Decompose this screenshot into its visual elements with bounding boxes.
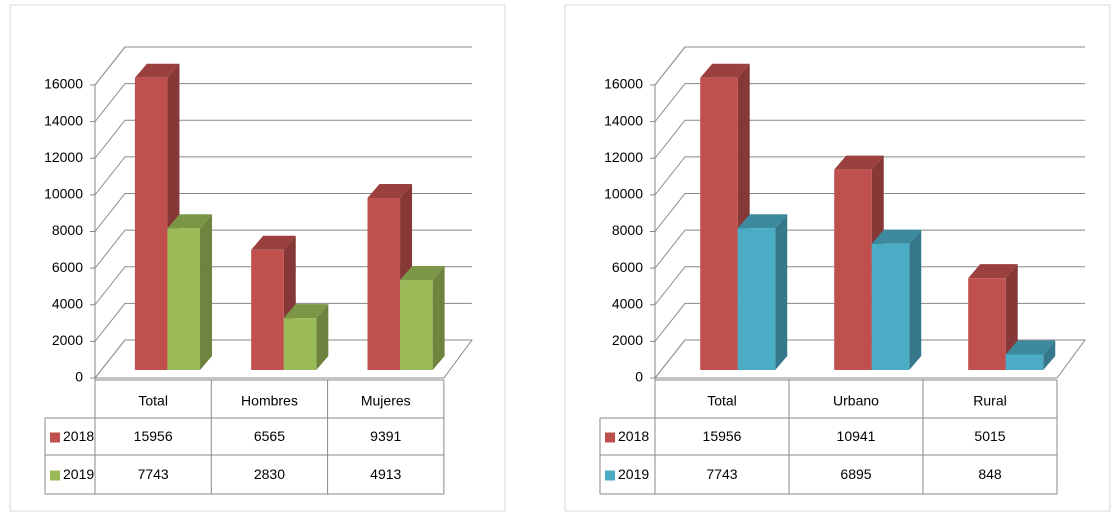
bar-top <box>283 304 329 319</box>
legend-label: 2018 <box>63 428 94 444</box>
table-value: 15956 <box>134 428 173 444</box>
table-value: 9391 <box>370 428 401 444</box>
grid-line <box>94 339 472 379</box>
bar-top <box>167 214 213 229</box>
y-tick-label: 14000 <box>44 112 83 128</box>
grid-line <box>654 83 1085 122</box>
bar <box>1005 354 1044 370</box>
grid-line <box>94 83 472 122</box>
table-value: 5015 <box>974 428 1005 444</box>
chart-frame <box>9 4 506 512</box>
bar <box>400 280 433 370</box>
legend-label: 2019 <box>63 466 94 482</box>
bar-top <box>251 235 296 250</box>
bar-top <box>737 214 788 229</box>
table-value: 848 <box>978 466 1002 482</box>
y-tick-label: 0 <box>75 369 83 385</box>
table-value: 6565 <box>254 428 285 444</box>
grid-line <box>94 229 472 269</box>
x-tick-label: Urbano <box>833 393 879 409</box>
y-tick-label: 10000 <box>44 186 83 202</box>
table-value: 15956 <box>703 428 742 444</box>
bar <box>367 198 401 370</box>
bar <box>737 228 776 370</box>
y-tick-label: 2000 <box>52 332 83 348</box>
bar-side <box>1043 340 1056 370</box>
legend-label: 2019 <box>618 466 649 482</box>
x-tick-label: Mujeres <box>361 393 411 409</box>
x-tick-label: Rural <box>973 393 1006 409</box>
y-tick-label: 10000 <box>604 186 643 202</box>
y-tick-label: 12000 <box>604 149 643 165</box>
table-value: 7743 <box>138 466 169 482</box>
grid-line <box>654 156 1085 196</box>
bar <box>834 169 872 370</box>
table-value: 6895 <box>840 466 871 482</box>
grid-line <box>654 302 1085 342</box>
bar-side <box>909 229 922 370</box>
x-tick-label: Total <box>707 393 737 409</box>
legend-swatch <box>605 470 615 481</box>
bar-side <box>1005 264 1018 370</box>
bar-side <box>432 266 445 370</box>
bar-top <box>871 229 922 244</box>
legend-swatch <box>605 432 615 443</box>
bar <box>251 249 284 370</box>
y-tick-label: 8000 <box>612 222 643 238</box>
grid-line <box>654 266 1085 306</box>
bar-side <box>775 214 788 370</box>
bar-side <box>200 214 213 370</box>
bar <box>968 278 1006 370</box>
grid-line <box>94 156 472 196</box>
bar <box>167 228 201 370</box>
bar-top <box>1005 340 1056 355</box>
y-tick-label: 16000 <box>44 76 83 92</box>
grid-line <box>654 339 1085 379</box>
x-tick-label: Total <box>138 393 168 409</box>
grid-line <box>654 193 1085 232</box>
table-value: 2830 <box>254 466 285 482</box>
legend-swatch <box>50 470 60 481</box>
bar-top <box>968 264 1018 279</box>
y-tick-label: 16000 <box>604 76 643 92</box>
bar-top <box>400 266 445 281</box>
grid-line <box>654 119 1085 159</box>
bar <box>283 318 317 370</box>
x-tick-label: Hombres <box>241 393 298 409</box>
grid-line <box>94 266 472 306</box>
bar-top <box>367 184 413 199</box>
bar <box>700 77 738 370</box>
y-tick-label: 2000 <box>612 332 643 348</box>
grid-line <box>94 46 472 86</box>
bar <box>871 243 910 370</box>
grid-line <box>654 229 1085 269</box>
grid-line <box>654 46 1085 86</box>
bar-top <box>834 155 884 170</box>
bar-side <box>316 304 329 370</box>
grid-line <box>94 302 472 342</box>
bar-top <box>700 63 750 78</box>
y-tick-label: 14000 <box>604 112 643 128</box>
y-tick-label: 0 <box>635 369 643 385</box>
grid-line <box>94 119 472 159</box>
y-tick-label: 6000 <box>612 259 643 275</box>
chart-frame <box>564 4 1111 512</box>
table-value: 4913 <box>370 466 401 482</box>
bar-top <box>134 63 180 78</box>
legend-swatch <box>50 432 60 443</box>
table-value: 7743 <box>706 466 737 482</box>
y-tick-label: 4000 <box>612 295 643 311</box>
grid-line <box>94 193 472 232</box>
bar <box>134 77 168 370</box>
legend-label: 2018 <box>618 428 649 444</box>
y-tick-label: 8000 <box>52 222 83 238</box>
y-tick-label: 12000 <box>44 149 83 165</box>
table-value: 10941 <box>837 428 876 444</box>
y-tick-label: 4000 <box>52 295 83 311</box>
y-tick-label: 6000 <box>52 259 83 275</box>
